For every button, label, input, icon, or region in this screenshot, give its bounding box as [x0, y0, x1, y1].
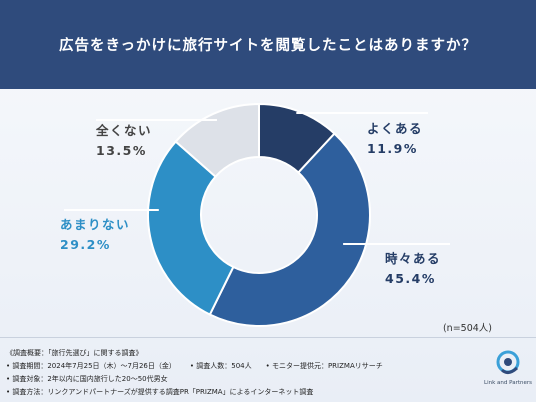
survey-period: • 調査期間：2024年7月25日（木）～7月26日（金）: [6, 362, 176, 370]
survey-provider: • モニター提供元：PRIZMAリサーチ: [265, 362, 383, 370]
survey-method: • 調査方法：リンクアンドパートナーズが提供する調査PR「PRIZMA」によるイ…: [6, 388, 314, 396]
header-banner: 広告をきっかけに旅行サイトを閲覧したことはありますか？: [0, 0, 536, 89]
slice-value-3: 29.2%: [60, 237, 111, 252]
logo-text: Link and Partners: [484, 380, 532, 386]
survey-target: • 調査対象：2年以内に国内旅行した20～50代男女: [6, 375, 168, 383]
slice-label-4: 全くない: [95, 123, 152, 138]
slice-2: [208, 132, 371, 327]
divider: [0, 337, 536, 338]
sample-size: (n=504人): [442, 323, 492, 334]
slice-label-2: 時々ある: [385, 251, 441, 266]
slice-value-2: 45.4%: [385, 271, 436, 286]
slice-value-4: 13.5%: [96, 143, 147, 158]
slice-value-1: 11.9%: [367, 141, 418, 156]
slice-label-3: あまりない: [60, 217, 130, 232]
survey-notes: 《調査概要：「旅行先選び」に関する調査》 • 調査期間：2024年7月25日（木…: [6, 347, 397, 399]
slice-4: [174, 102, 260, 179]
slice-3: [147, 140, 235, 316]
company-logo: Link and Partners: [484, 350, 532, 392]
chart-title: 広告をきっかけに旅行サイトを閲覧したことはありますか？: [59, 38, 477, 54]
survey-count: • 調査人数：504人: [189, 362, 252, 370]
survey-summary: 《調査概要：「旅行先選び」に関する調査》: [6, 349, 143, 357]
logo-mark-icon: [496, 350, 520, 375]
donut-chart: よくある 11.9% 時々ある 45.4% あまりない 29.2% 全くない 13.5%: [60, 102, 450, 327]
slice-label-1: よくある: [367, 121, 423, 136]
survey-period-row: • 調査期間：2024年7月25日（木）～7月26日（金） • 調査人数：504人…: [6, 360, 397, 373]
